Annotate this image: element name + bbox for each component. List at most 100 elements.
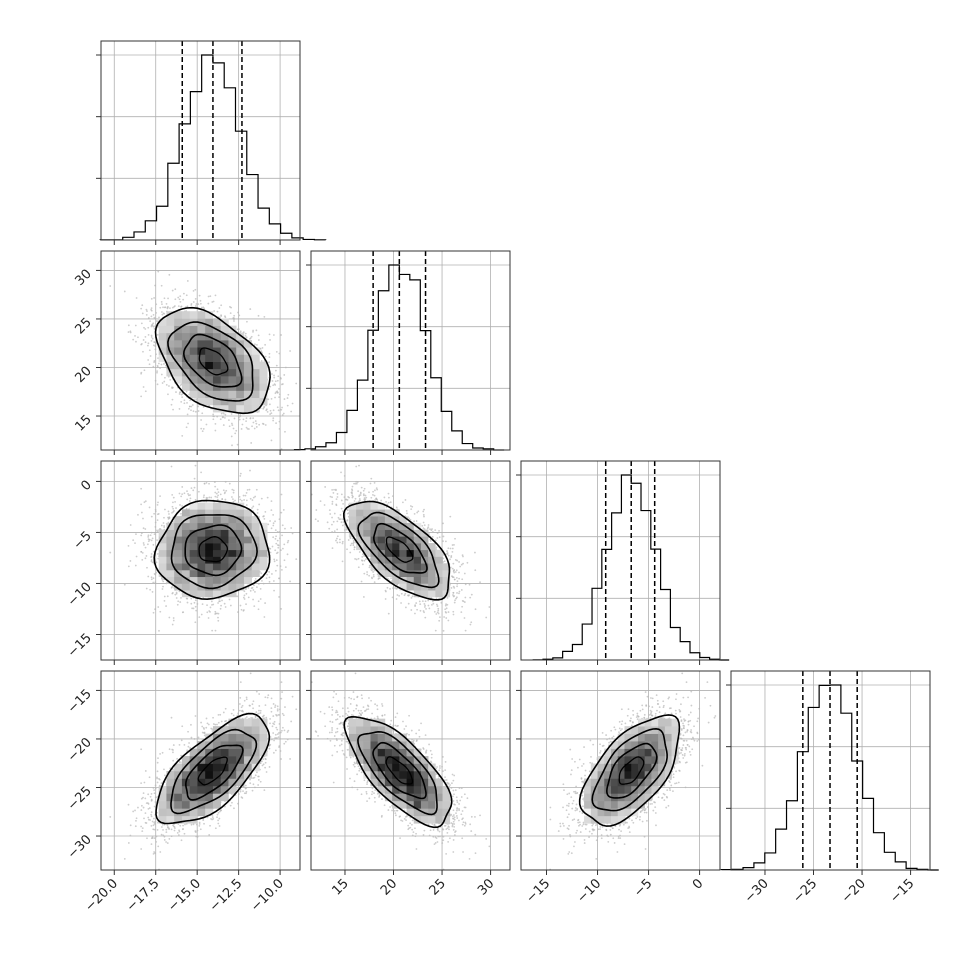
density-cell [212, 556, 221, 564]
sample-point [693, 725, 695, 728]
x-tick-label: 15 [329, 876, 351, 898]
sample-point [239, 498, 242, 501]
sample-point [203, 482, 206, 485]
sample-point [485, 838, 488, 840]
sample-point [199, 302, 202, 305]
sample-point [706, 681, 709, 684]
sample-point [180, 495, 183, 498]
sample-point [202, 406, 205, 408]
density-cell [413, 563, 422, 571]
density-cell [377, 756, 386, 764]
sample-point [349, 777, 351, 780]
sample-point [191, 404, 194, 406]
sample-point [185, 390, 188, 393]
density-cell [228, 563, 237, 571]
sample-point [462, 555, 464, 558]
density-cell [644, 778, 652, 787]
sample-point [339, 715, 341, 718]
sample-point [215, 492, 218, 495]
density-cell [251, 397, 260, 406]
sample-point [129, 834, 132, 837]
sample-point [340, 743, 343, 746]
sample-point [275, 364, 278, 367]
density-cell [658, 756, 666, 764]
density-cell [220, 563, 229, 571]
sample-point [362, 494, 365, 497]
sample-point [157, 501, 159, 504]
sample-point [259, 712, 262, 714]
density-cell [384, 569, 393, 578]
sample-point [187, 745, 190, 748]
density-cell [356, 522, 364, 530]
sample-point [216, 813, 219, 816]
sample-point [150, 339, 153, 342]
density-cell [420, 543, 429, 551]
sample-point [141, 304, 144, 307]
sample-point [345, 756, 348, 759]
sample-point [272, 334, 275, 336]
sample-point [635, 716, 638, 719]
sample-point [315, 509, 318, 511]
density-cell [189, 311, 198, 319]
sample-point [438, 765, 441, 767]
sample-point [239, 604, 242, 607]
sample-point [290, 410, 293, 413]
contour-line [182, 333, 243, 388]
density-cell [392, 785, 400, 794]
y-tick-label: −30 [65, 832, 95, 862]
sample-point [599, 751, 601, 754]
density-cell [205, 397, 214, 406]
density-cell [384, 509, 393, 517]
density-cell [236, 778, 245, 787]
sample-point [395, 809, 398, 812]
sample-point [176, 757, 179, 760]
sample-point [219, 607, 222, 610]
sample-point [197, 736, 200, 739]
sample-point [158, 528, 161, 530]
sample-point [421, 600, 424, 603]
sample-point [683, 754, 686, 757]
sample-point [179, 512, 182, 515]
density-cell [181, 529, 190, 537]
sample-point [143, 817, 145, 820]
sample-point [255, 488, 258, 491]
sample-point [442, 839, 445, 842]
density-cell [399, 556, 407, 564]
sample-point [275, 391, 278, 393]
histogram-step [720, 684, 939, 871]
sample-point [224, 720, 227, 723]
density-cell [243, 354, 253, 362]
sample-point [370, 477, 373, 480]
sample-point [163, 839, 166, 841]
sample-point [214, 294, 217, 297]
sample-point [351, 491, 353, 494]
sample-point [424, 734, 427, 737]
sample-point [198, 823, 201, 825]
sample-point [217, 819, 220, 822]
sample-point [190, 405, 193, 408]
density-cell [220, 502, 229, 510]
sample-point [374, 489, 376, 492]
density-cell [243, 516, 253, 524]
sample-point [150, 515, 153, 518]
sample-point [357, 490, 360, 493]
sample-point [269, 520, 271, 522]
density-cell [637, 748, 645, 757]
sample-point [595, 857, 598, 860]
sample-point [328, 509, 331, 512]
density-cell [370, 741, 379, 749]
density-cell [442, 800, 451, 809]
sample-point [187, 493, 189, 495]
sample-point [404, 592, 407, 595]
density-cell [399, 529, 407, 537]
sample-point [373, 581, 376, 584]
sample-point [621, 720, 624, 723]
sample-point [147, 359, 150, 361]
sample-point [270, 527, 273, 530]
density-cell [220, 543, 229, 551]
density-cell [205, 318, 214, 326]
sample-point [388, 496, 390, 499]
sample-point [461, 810, 464, 812]
sample-point [258, 503, 261, 506]
contour-line [198, 347, 229, 376]
